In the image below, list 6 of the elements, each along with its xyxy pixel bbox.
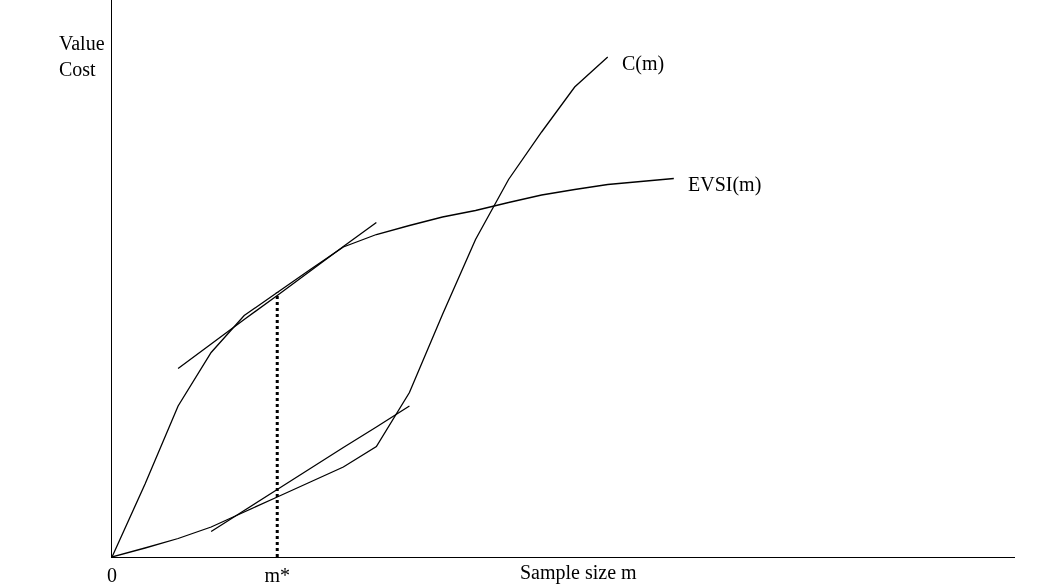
y-axis-title: Value Cost: [59, 32, 105, 80]
x-tick-label: m*: [264, 564, 291, 587]
series-label: EVSI(m): [688, 173, 762, 196]
x-axis-title: Sample size m: [520, 561, 638, 584]
series-label: C(m): [622, 52, 665, 75]
x-tick-label: 0: [107, 564, 117, 587]
